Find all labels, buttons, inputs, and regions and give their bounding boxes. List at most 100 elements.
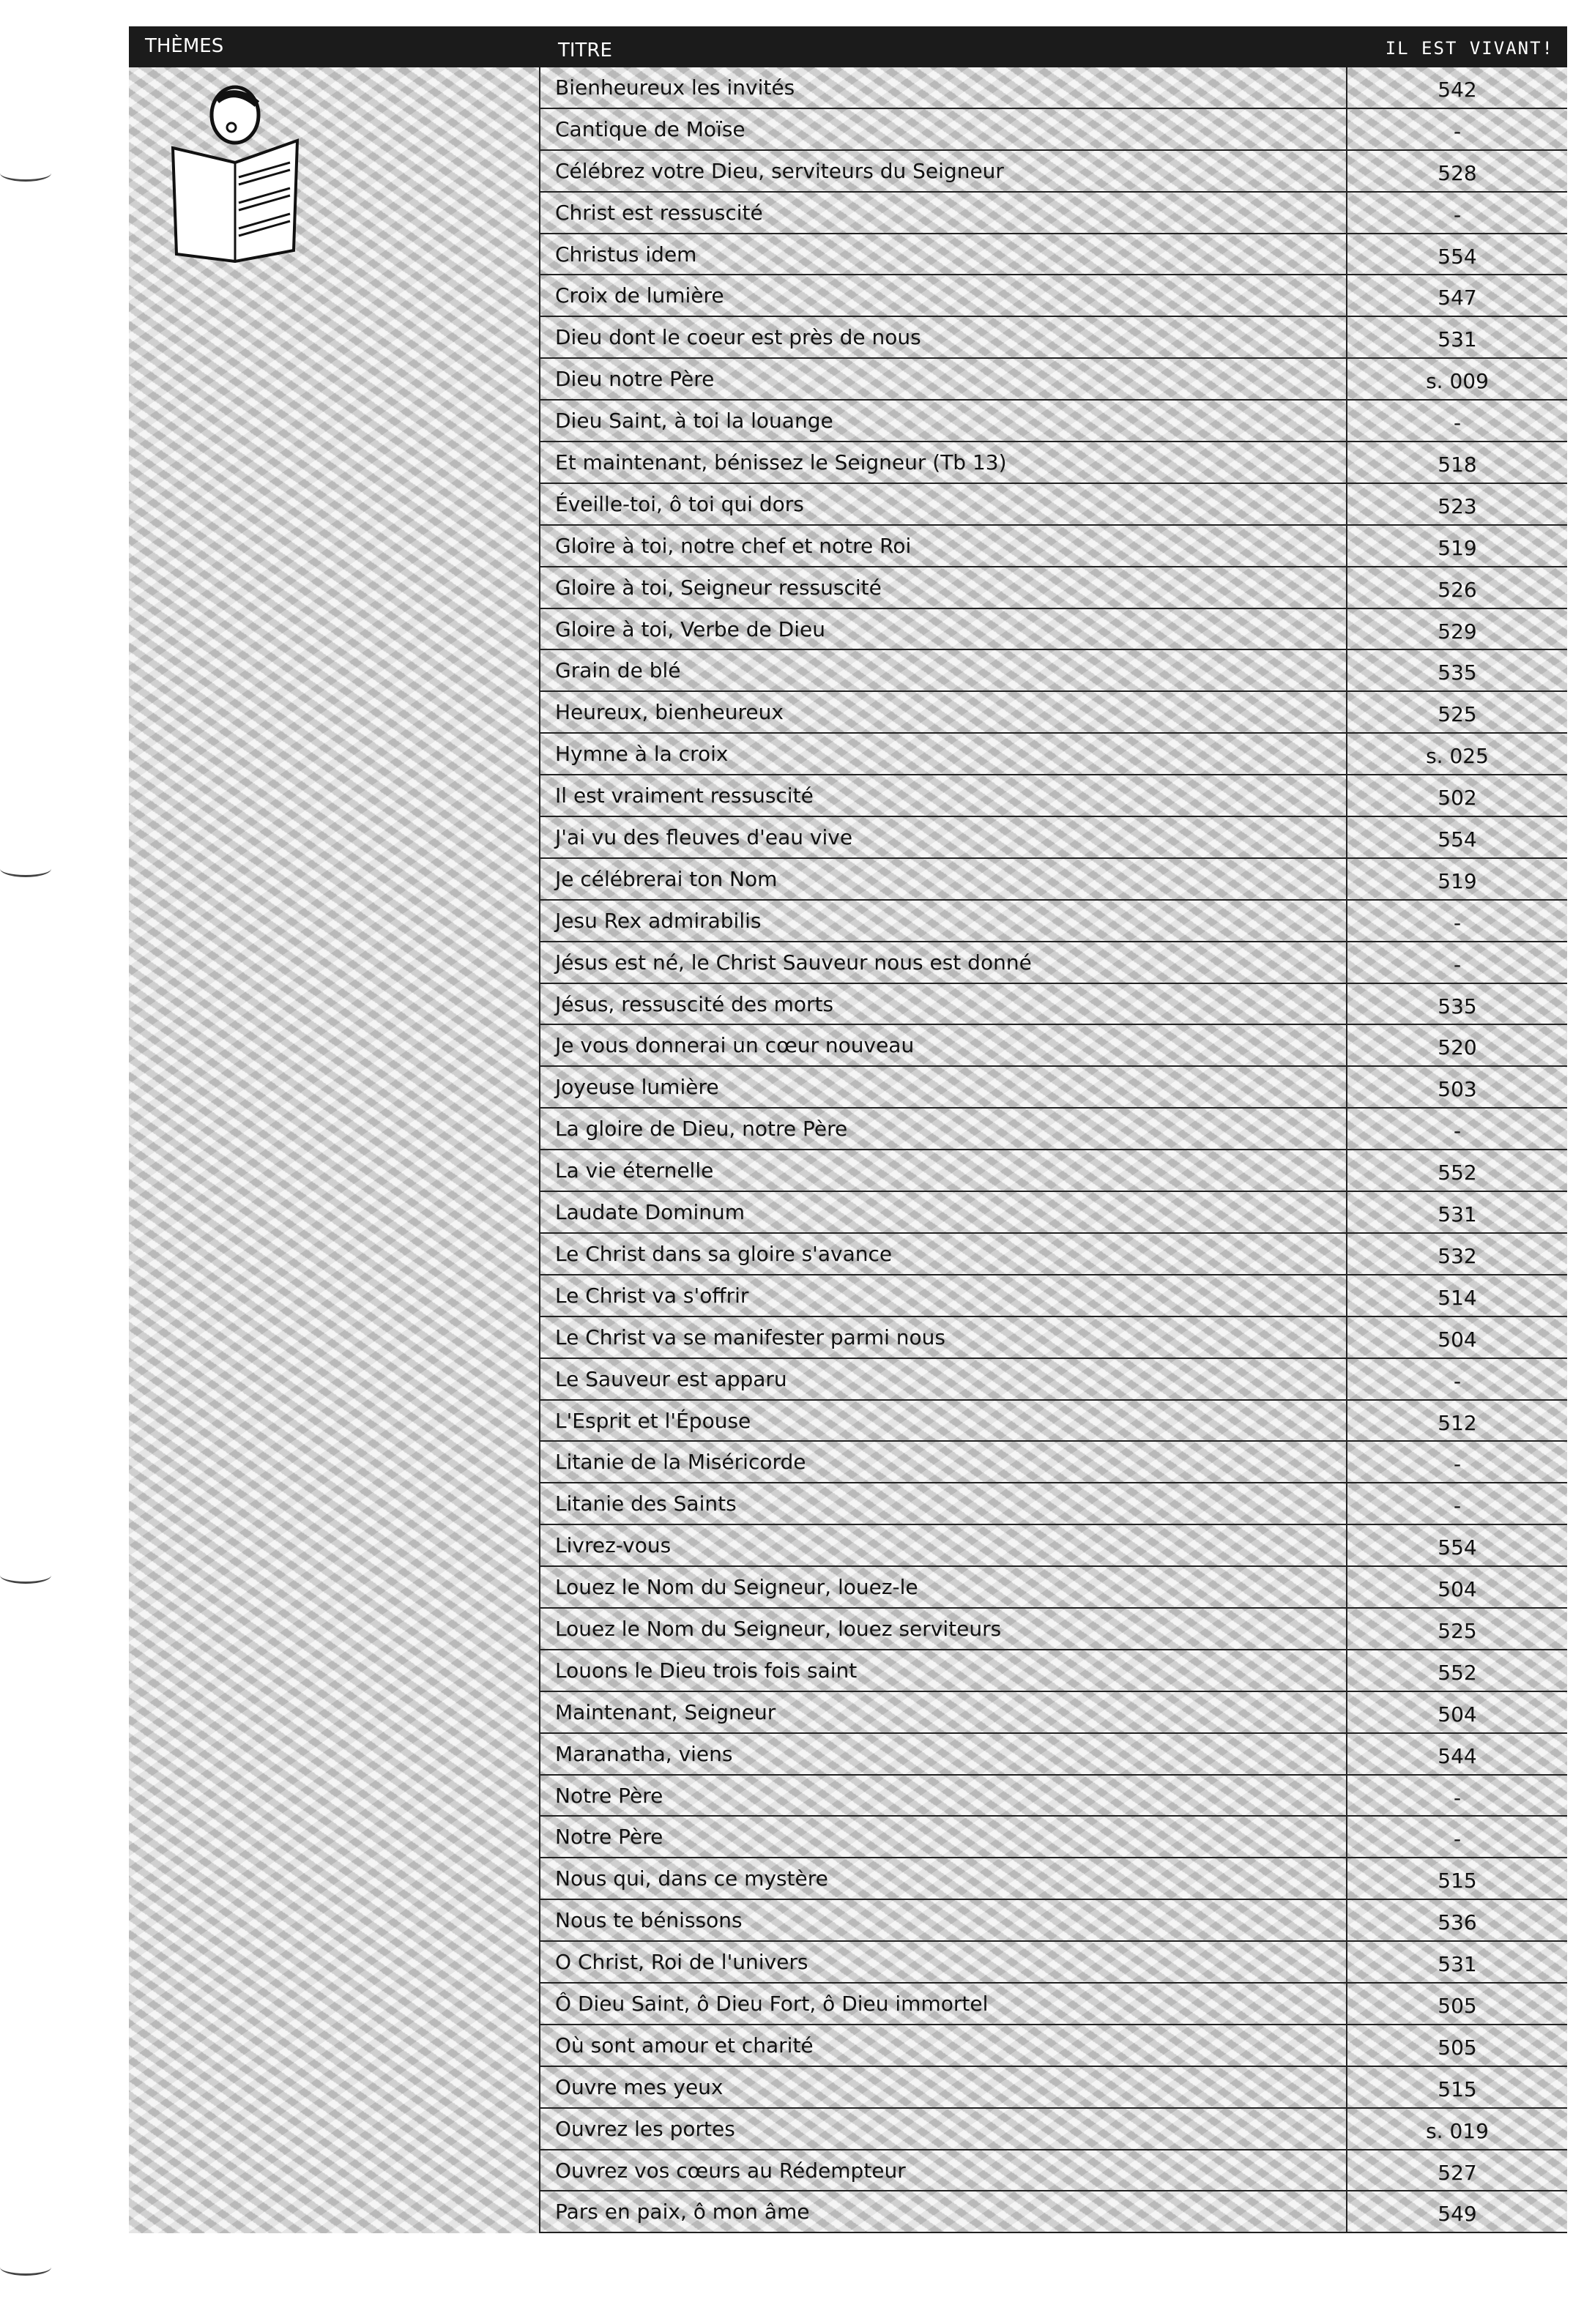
header-il-est-vivant: IL EST VIVANT! [1385, 38, 1554, 59]
song-title: J'ai vu des fleuves d'eau vive [539, 817, 1347, 857]
table-row: Éveille-toi, ô toi qui dors 523 [539, 483, 1567, 526]
song-title: Joyeuse lumière [539, 1067, 1347, 1108]
table-row: J'ai vu des fleuves d'eau vive 554 [539, 817, 1567, 859]
song-title: Maintenant, Seigneur [539, 1691, 1347, 1732]
song-title: Litanie de la Miséricorde [539, 1442, 1347, 1483]
themes-column [129, 67, 539, 2233]
table-row: Le Sauveur est apparu - [539, 1358, 1567, 1401]
song-title: Le Christ dans sa gloire s'avance [539, 1233, 1347, 1274]
punch-hole-mark [0, 860, 51, 877]
table-row: Laudate Dominum 531 [539, 1192, 1567, 1234]
song-number: 544 [1438, 1743, 1477, 1768]
song-number: 512 [1438, 1410, 1477, 1435]
songs-table: THÈMES TITRE IL EST VIVANT! Bienheureux … [129, 26, 1567, 2234]
song-number: 542 [1438, 78, 1477, 102]
song-number: 528 [1438, 160, 1477, 185]
song-title: Louons le Dieu trois fois saint [539, 1650, 1347, 1691]
song-title: Hymne à la croix [539, 734, 1347, 775]
song-title: Il est vraiment ressuscité [539, 775, 1347, 816]
song-title: Célébrez votre Dieu, serviteurs du Seign… [539, 150, 1347, 191]
song-number: - [1453, 119, 1462, 144]
song-title: La gloire de Dieu, notre Père [539, 1109, 1347, 1150]
song-title: Ô Dieu Saint, ô Dieu Fort, ô Dieu immort… [539, 1983, 1347, 2024]
song-title: Pars en paix, ô mon âme [539, 2191, 1347, 2232]
song-number: 554 [1438, 1535, 1477, 1560]
song-title: Nous te bénissons [539, 1900, 1347, 1941]
rows-container: Bienheureux les invités 542 Cantique de Mo… [539, 67, 1567, 2234]
song-title: Gloire à toi, Verbe de Dieu [539, 608, 1347, 649]
song-number: - [1453, 910, 1462, 935]
song-number: 520 [1438, 1035, 1477, 1060]
song-number: - [1453, 1785, 1462, 1810]
song-number: 526 [1438, 577, 1477, 602]
song-number: 554 [1438, 827, 1477, 852]
song-number: 519 [1438, 868, 1477, 893]
song-number: 505 [1438, 2035, 1477, 2060]
table-row: Le Christ va se manifester parmi nous 504 [539, 1316, 1567, 1359]
table-row: Il est vraiment ressuscité 502 [539, 775, 1567, 818]
song-title: Le Sauveur est apparu [539, 1358, 1347, 1399]
table-row: Litanie de la Miséricorde - [539, 1442, 1567, 1484]
table-row: Jésus, ressuscité des morts 535 [539, 983, 1567, 1026]
song-number: 504 [1438, 1577, 1477, 1602]
song-title: Le Christ va se manifester parmi nous [539, 1316, 1347, 1357]
song-title: Ouvrez vos cœurs au Rédempteur [539, 2150, 1347, 2191]
table-row: Ouvrez les portes s. 019 [539, 2108, 1567, 2150]
table-row: Ouvrez vos cœurs au Rédempteur 527 [539, 2150, 1567, 2192]
song-number: 532 [1438, 1243, 1477, 1268]
song-title: Le Christ va s'offrir [539, 1275, 1347, 1316]
table-row: La vie éternelle 552 [539, 1150, 1567, 1193]
song-title: Dieu Saint, à toi la louange [539, 401, 1347, 442]
song-title: O Christ, Roi de l'univers [539, 1942, 1347, 1982]
song-title: Maranatha, viens [539, 1733, 1347, 1774]
table-row: O Christ, Roi de l'univers 531 [539, 1942, 1567, 1984]
table-row: Gloire à toi, Seigneur ressuscité 526 [539, 567, 1567, 609]
punch-hole-mark [0, 1567, 51, 1584]
table-row: Jesu Rex admirabilis - [539, 900, 1567, 942]
song-title: Dieu notre Père [539, 359, 1347, 400]
table-row: Le Christ dans sa gloire s'avance 532 [539, 1233, 1567, 1275]
song-title: Je célébrerai ton Nom [539, 858, 1347, 899]
song-title: Gloire à toi, Seigneur ressuscité [539, 567, 1347, 608]
song-number: 531 [1438, 1202, 1477, 1227]
song-title: Heureux, bienheureux [539, 692, 1347, 733]
song-title: L'Esprit et l'Épouse [539, 1400, 1347, 1441]
song-number: 519 [1438, 535, 1477, 560]
table-row: Et maintenant, bénissez le Seigneur (Tb … [539, 442, 1567, 484]
song-number: 535 [1438, 660, 1477, 685]
header-themes: THÈMES [145, 35, 224, 57]
song-number: 505 [1438, 1993, 1477, 2018]
song-number: 525 [1438, 702, 1477, 727]
song-number: 531 [1438, 1952, 1477, 1977]
table-row: Jésus est né, le Christ Sauveur nous est… [539, 942, 1567, 984]
table-row: Où sont amour et charité 505 [539, 2025, 1567, 2067]
song-title: Notre Père [539, 1775, 1347, 1816]
song-title: Louez le Nom du Seigneur, louez-le [539, 1567, 1347, 1607]
table-row: Grain de blé 535 [539, 650, 1567, 693]
song-number: 515 [1438, 2077, 1477, 2101]
song-title: Bienheureux les invités [539, 67, 1347, 108]
song-title: Gloire à toi, notre chef et notre Roi [539, 525, 1347, 566]
song-title: Litanie des Saints [539, 1483, 1347, 1524]
song-number: s. 009 [1426, 369, 1489, 394]
table-row: Croix de lumière 547 [539, 275, 1567, 318]
song-title: Jésus, ressuscité des morts [539, 983, 1347, 1024]
song-number: 502 [1438, 786, 1477, 811]
song-title: Laudate Dominum [539, 1192, 1347, 1232]
table-row: Ouvre mes yeux 515 [539, 2066, 1567, 2109]
song-title: Croix de lumière [539, 275, 1347, 316]
table-row: La gloire de Dieu, notre Père - [539, 1109, 1567, 1151]
song-title: Notre Père [539, 1817, 1347, 1858]
table-row: Ô Dieu Saint, ô Dieu Fort, ô Dieu immort… [539, 1983, 1567, 2025]
table-row: Dieu notre Père s. 009 [539, 359, 1567, 401]
table-row: Litanie des Saints - [539, 1483, 1567, 1526]
song-title: Je vous donnerai un cœur nouveau [539, 1025, 1347, 1066]
song-number: 518 [1438, 452, 1477, 477]
song-number: - [1453, 1119, 1462, 1144]
song-number: s. 025 [1426, 744, 1489, 769]
song-number: 535 [1438, 994, 1477, 1018]
table-row: Hymne à la croix s. 025 [539, 734, 1567, 776]
song-number: - [1453, 1827, 1462, 1852]
table-row: Pars en paix, ô mon âme 549 [539, 2191, 1567, 2234]
song-number: 552 [1438, 1161, 1477, 1185]
